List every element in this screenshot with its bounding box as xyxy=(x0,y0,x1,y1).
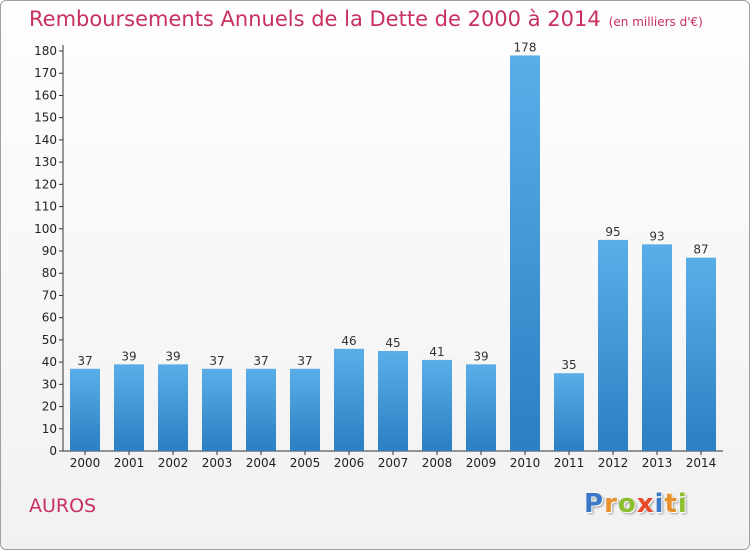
bar xyxy=(290,368,320,451)
y-tick-label: 180 xyxy=(34,44,57,58)
y-tick-label: 170 xyxy=(34,66,57,80)
data-label: 35 xyxy=(561,358,576,372)
x-tick-label: 2011 xyxy=(554,456,585,470)
y-tick-label: 160 xyxy=(34,88,57,102)
data-label: 178 xyxy=(514,40,537,54)
y-tick-label: 100 xyxy=(34,222,57,236)
y-tick-label: 30 xyxy=(42,377,57,391)
x-tick-label: 2002 xyxy=(158,456,189,470)
data-label: 46 xyxy=(341,334,356,348)
bar xyxy=(202,368,232,451)
y-tick-label: 10 xyxy=(42,422,57,436)
logo-letter: x xyxy=(636,489,655,519)
bar xyxy=(422,359,452,451)
data-label: 45 xyxy=(385,336,400,350)
bar xyxy=(334,348,364,451)
x-tick-label: 2005 xyxy=(290,456,321,470)
logo-letter: i xyxy=(677,489,688,519)
logo-letter: r xyxy=(604,489,618,519)
proxiti-logo: Proxiti xyxy=(584,489,688,519)
bar xyxy=(114,364,144,451)
bar xyxy=(554,373,584,451)
bar xyxy=(642,244,672,451)
chart-title: Remboursements Annuels de la Dette de 20… xyxy=(29,7,703,31)
data-label: 37 xyxy=(297,354,312,368)
data-label: 39 xyxy=(121,349,136,363)
y-tick-label: 60 xyxy=(42,311,57,325)
y-tick-label: 0 xyxy=(49,444,57,458)
bar xyxy=(378,351,408,451)
logo-letter: i xyxy=(654,489,665,519)
logo-letter: t xyxy=(664,489,678,519)
x-tick-label: 2009 xyxy=(466,456,497,470)
x-tick-label: 2004 xyxy=(246,456,277,470)
y-tick-label: 120 xyxy=(34,177,57,191)
y-tick-label: 20 xyxy=(42,400,57,414)
y-tick-label: 70 xyxy=(42,288,57,302)
data-label: 87 xyxy=(693,243,708,257)
x-tick-label: 2007 xyxy=(378,456,409,470)
data-label: 39 xyxy=(473,349,488,363)
data-label: 95 xyxy=(605,225,620,239)
x-tick-label: 2008 xyxy=(422,456,453,470)
x-tick-label: 2014 xyxy=(686,456,717,470)
bar xyxy=(686,257,716,451)
chart-unit: (en milliers d'€) xyxy=(608,15,703,29)
bar xyxy=(70,368,100,451)
commune-name: AUROS xyxy=(29,495,97,517)
x-tick-label: 2010 xyxy=(510,456,541,470)
data-label: 93 xyxy=(649,229,664,243)
y-tick-label: 40 xyxy=(42,355,57,369)
y-tick-label: 80 xyxy=(42,266,57,280)
logo-letter: o xyxy=(617,489,637,519)
y-tick-label: 50 xyxy=(42,333,57,347)
x-tick-label: 2012 xyxy=(598,456,629,470)
x-tick-label: 2000 xyxy=(70,456,101,470)
logo-letter: P xyxy=(584,489,605,519)
y-tick-label: 90 xyxy=(42,244,57,258)
bar xyxy=(246,368,276,451)
x-tick-label: 2013 xyxy=(642,456,673,470)
x-tick-label: 2006 xyxy=(334,456,365,470)
data-label: 41 xyxy=(429,345,444,359)
bar xyxy=(598,239,628,451)
data-label: 37 xyxy=(77,354,92,368)
y-tick-label: 110 xyxy=(34,200,57,214)
y-tick-label: 130 xyxy=(34,155,57,169)
data-label: 37 xyxy=(253,354,268,368)
bar xyxy=(466,364,496,451)
y-tick-label: 140 xyxy=(34,133,57,147)
chart-title-text: Remboursements Annuels de la Dette de 20… xyxy=(29,7,601,31)
x-tick-label: 2003 xyxy=(202,456,233,470)
data-label: 39 xyxy=(165,349,180,363)
y-tick-label: 150 xyxy=(34,111,57,125)
bar xyxy=(158,364,188,451)
data-label: 37 xyxy=(209,354,224,368)
bar xyxy=(510,55,540,451)
x-tick-label: 2001 xyxy=(114,456,145,470)
